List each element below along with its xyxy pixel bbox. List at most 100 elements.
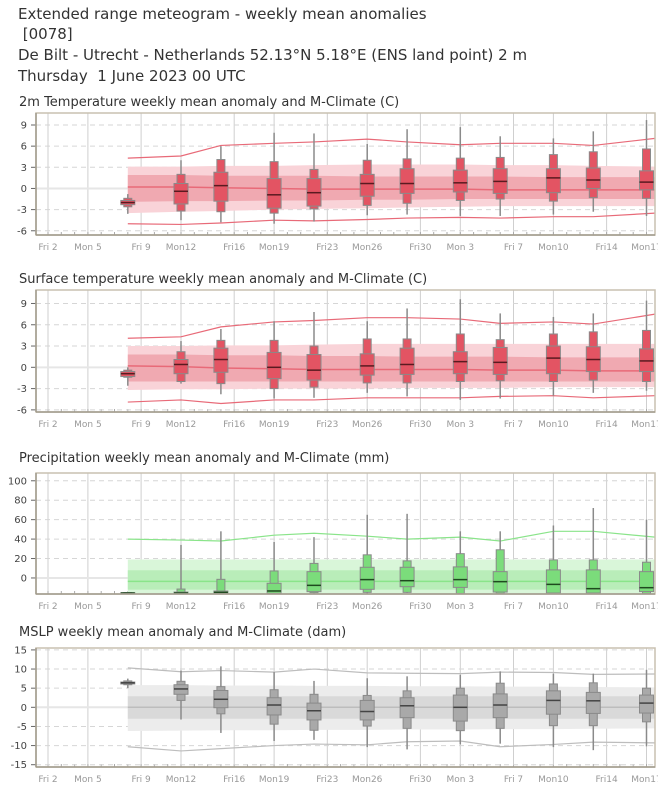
x-tick-label: Fri 7	[504, 420, 523, 430]
box-p25-p75	[173, 183, 189, 205]
y-tick-label: 100	[8, 476, 27, 487]
forecast-box	[306, 680, 322, 740]
box-p25-p75	[585, 569, 601, 594]
box-p25-p75	[452, 566, 468, 588]
box-p25-p75	[399, 697, 415, 719]
forecast-box	[266, 321, 282, 399]
forecast-box	[213, 146, 229, 223]
box-p25-p75	[399, 168, 415, 194]
header-title: Extended range meteogram - weekly mean a…	[18, 5, 427, 23]
y-tick-label: 5	[21, 684, 27, 695]
y-tick-label: 0	[21, 703, 27, 714]
box-p25-p75	[545, 569, 561, 594]
y-tick-label: 0	[21, 363, 27, 374]
y-tick-label: 3	[21, 342, 27, 353]
forecast-box	[639, 120, 654, 216]
x-tick-label: Fri14	[596, 420, 618, 430]
box-p25-p75	[213, 171, 229, 202]
panel-title-2m-temperature: 2m Temperature weekly mean anomaly and M…	[19, 95, 400, 110]
climate-lower-line	[127, 395, 656, 405]
box-p25-p75	[359, 353, 375, 376]
y-tick-label: 60	[14, 515, 27, 526]
x-tick-label: Mon 5	[74, 602, 102, 612]
forecast-box	[359, 678, 375, 748]
panel-2m-temperature: Fri 2 Mon 5 Fri 9 Mon12 Fri16 Mon19 Fri23 Mon26…	[17, 112, 658, 253]
x-tick-label: Mon12	[166, 602, 196, 612]
y-tick-label: 6	[21, 320, 27, 331]
climate-upper-line	[127, 667, 656, 676]
forecast-box	[639, 300, 654, 391]
x-tick-label: Mon10	[538, 602, 569, 612]
x-tick-label: Mon17	[631, 420, 658, 430]
box-p25-p75	[545, 168, 561, 194]
header-station-id: [0078]	[18, 25, 73, 43]
forecast-box	[266, 672, 282, 741]
x-tick-label: Mon19	[259, 602, 290, 612]
panel-title-surface-temperature: Surface temperature weekly mean anomaly …	[19, 272, 428, 287]
forecast-box	[120, 678, 136, 689]
x-tick-label: Mon26	[352, 602, 383, 612]
forecast-box	[492, 313, 508, 399]
box-p25-p75	[266, 178, 282, 209]
y-tick-label: 0	[21, 184, 27, 195]
climate-upper-line	[127, 530, 656, 542]
y-tick-label: 80	[14, 496, 27, 507]
x-tick-label: Mon 5	[74, 775, 102, 785]
forecast-box	[492, 531, 508, 595]
x-tick-label: Mon26	[352, 775, 383, 785]
box-p25-p75	[359, 699, 375, 721]
x-tick-label: Mon17	[631, 775, 658, 785]
x-tick-label: Fri23	[316, 775, 338, 785]
forecast-box	[173, 341, 189, 384]
forecast-box	[306, 311, 322, 398]
x-tick-label: Mon10	[538, 243, 569, 253]
x-tick-label: Mon 3	[447, 602, 475, 612]
forecast-box	[173, 544, 189, 595]
forecast-box	[452, 531, 468, 595]
y-tick-label: -3	[17, 384, 27, 395]
x-tick-label: Fri14	[596, 243, 618, 253]
x-tick-label: Fri14	[596, 602, 618, 612]
x-tick-label: Mon 5	[74, 420, 102, 430]
header-location: De Bilt - Utrecht - Netherlands 52.13°N …	[18, 46, 528, 64]
x-tick-label: Mon17	[631, 243, 658, 253]
forecast-box	[359, 144, 375, 216]
x-tick-label: Fri 7	[504, 243, 523, 253]
x-tick-label: Mon19	[259, 420, 290, 430]
forecast-box	[359, 321, 375, 393]
box-p25-p75	[266, 582, 282, 594]
box-p25-p75	[359, 566, 375, 590]
box-p25-p75	[585, 691, 601, 714]
climate-band-inner	[127, 570, 656, 590]
forecast-box	[452, 127, 468, 216]
forecast-box	[492, 136, 508, 216]
y-tick-label: 9	[21, 299, 27, 310]
x-tick-label: Mon10	[538, 420, 569, 430]
forecast-box	[306, 537, 322, 594]
y-tick-label: -6	[17, 226, 27, 237]
forecast-box	[452, 299, 468, 400]
box-p25-p75	[452, 169, 468, 193]
y-tick-label: 0	[21, 573, 27, 584]
forecast-box	[585, 673, 601, 751]
box-p25-p75	[492, 693, 508, 719]
box-p25-p75	[306, 354, 322, 381]
box-p25-p75	[639, 571, 654, 593]
box-p25-p75	[545, 345, 561, 375]
x-tick-label: Mon26	[352, 420, 383, 430]
box-p25-p75	[266, 697, 282, 716]
panel-title-mslp: MSLP weekly mean anomaly and M-Climate (…	[19, 625, 347, 640]
x-tick-label: Mon 5	[74, 243, 102, 253]
box-p25-p75	[585, 167, 601, 189]
x-tick-label: Fri 2	[38, 775, 57, 785]
x-tick-label: Fri 7	[504, 775, 523, 785]
climate-band-inner	[127, 354, 656, 382]
x-tick-label: Fri 2	[38, 420, 57, 430]
forecast-box	[359, 514, 375, 594]
climate-upper-line	[127, 137, 656, 159]
x-tick-label: Mon26	[352, 243, 383, 253]
forecast-box	[585, 313, 601, 393]
forecast-box	[399, 129, 415, 215]
climate-upper-line	[127, 313, 656, 339]
box-p25-p75	[452, 351, 468, 375]
